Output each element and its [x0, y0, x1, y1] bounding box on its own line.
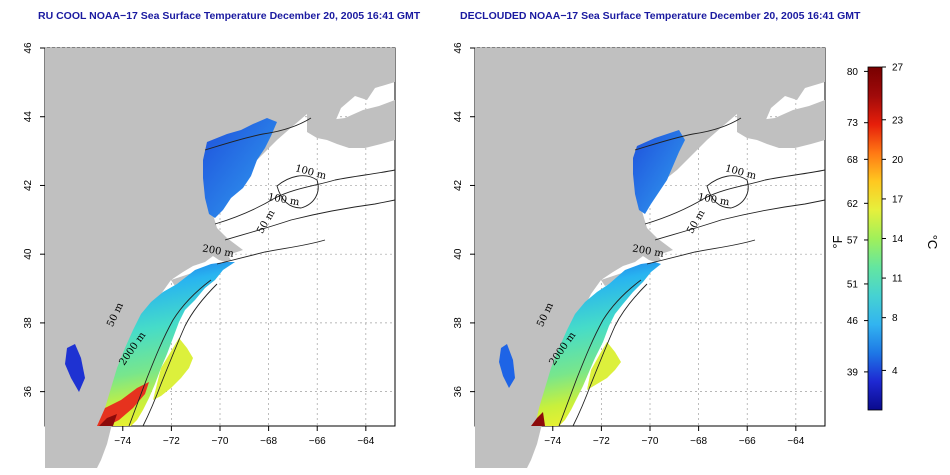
right-lat-tick-label: 42 [453, 179, 464, 191]
right-contours [558, 117, 826, 427]
left-sst-gulf-stream [97, 382, 149, 426]
left-lon-tick-label: −74 [114, 436, 131, 447]
colorbar-c-label: 17 [892, 194, 904, 205]
colorbar-c-label: 11 [892, 274, 903, 285]
colorbar-f-label: 51 [847, 279, 859, 290]
colorbar-f-label: 73 [847, 118, 859, 129]
colorbar-unit-f: °F [830, 235, 845, 248]
left-lat-tick-label: 42 [23, 179, 34, 191]
right-lon-tick-label: −66 [739, 436, 756, 447]
left-sst-gulf-of-maine [203, 118, 277, 218]
colorbar-fahrenheit-ticks: 80 73 68 62 57 51 46 39 [847, 67, 868, 378]
colorbar-scale [867, 66, 883, 411]
left-lat-tick-label: 44 [23, 111, 34, 123]
left-sst-gulf-stream-core [99, 414, 117, 426]
right-lat-tick-label: 44 [453, 111, 464, 123]
left-sst-chesapeake [65, 344, 85, 392]
colorbar: 80 73 68 62 57 51 46 39 27 23 20 17 14 11 8 4 °F °C [830, 63, 940, 411]
left-panel-title: RU COOL NOAA−17 Sea Surface Temperature … [38, 10, 421, 22]
right-lon-tick-label: −64 [787, 436, 804, 447]
left-lon-tick-label: −72 [163, 436, 180, 447]
right-lon-tick-label: −72 [593, 436, 610, 447]
right-panel-title: DECLOUDED NOAA−17 Sea Surface Temperatur… [460, 10, 861, 22]
colorbar-f-label: 57 [847, 235, 859, 246]
right-lon-tick-label: −74 [544, 436, 561, 447]
left-lat-tick-label: 36 [23, 386, 34, 398]
left-lon-tick-label: −70 [212, 436, 229, 447]
left-lon-tick-label: −66 [309, 436, 326, 447]
colorbar-f-label: 39 [847, 367, 859, 378]
right-sst-gulf-stream-core [531, 412, 545, 426]
colorbar-celsius-ticks: 27 23 20 17 14 11 8 4 [882, 63, 904, 377]
right-sst-warm-plume [587, 342, 621, 390]
colorbar-f-label: 80 [847, 67, 859, 78]
right-lat-tick-label: 36 [453, 386, 464, 398]
right-lat-tick-label: 46 [453, 42, 464, 54]
right-sst-gulf-of-maine [633, 130, 685, 214]
colorbar-c-label: 14 [892, 234, 904, 245]
left-sst-warm-plume [153, 338, 193, 400]
left-lon-tick-label: −64 [357, 436, 374, 447]
left-sst-shelf [101, 262, 235, 426]
colorbar-c-label: 23 [892, 115, 904, 126]
left-lat-tick-label: 40 [23, 248, 34, 260]
right-sst-chesapeake [499, 344, 515, 388]
left-lon-tick-label: −68 [260, 436, 277, 447]
colorbar-f-label: 46 [847, 316, 859, 327]
colorbar-c-label: 27 [892, 63, 904, 74]
left-lat-tick-label: 46 [23, 42, 34, 54]
colorbar-c-label: 8 [892, 313, 898, 324]
left-contours [128, 117, 396, 427]
right-lon-tick-label: −70 [642, 436, 659, 447]
right-lat-tick-label: 38 [453, 317, 464, 329]
colorbar-c-label: 4 [892, 366, 898, 377]
right-lat-tick-label: 40 [453, 248, 464, 260]
right-sst-shelf [535, 262, 661, 426]
right-lon-tick-label: −68 [690, 436, 707, 447]
colorbar-f-label: 68 [847, 155, 859, 166]
colorbar-unit-c: °C [925, 235, 940, 250]
left-lat-tick-label: 38 [23, 317, 34, 329]
colorbar-f-label: 62 [847, 199, 859, 210]
colorbar-c-label: 20 [892, 155, 904, 166]
